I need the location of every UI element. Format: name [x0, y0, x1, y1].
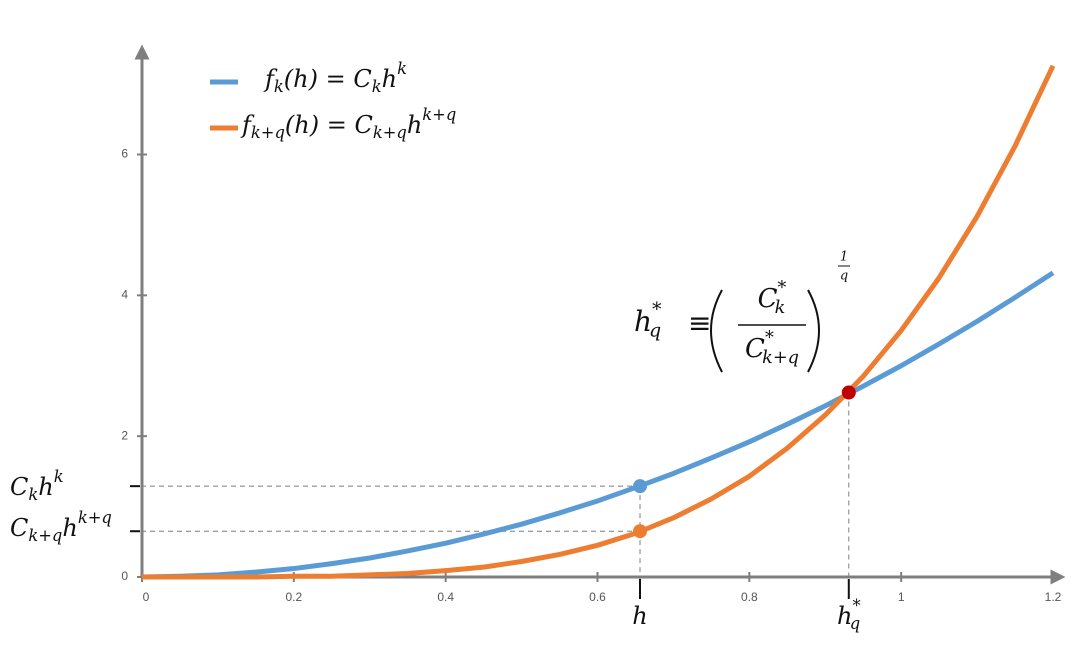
math-label: Ckhk	[10, 467, 64, 504]
math-text: C	[758, 284, 778, 314]
subscript: k+q	[28, 526, 62, 545]
x-tick-label: 1.2	[1045, 590, 1062, 604]
math-text: C	[10, 514, 28, 542]
formula-op: ≡	[688, 307, 711, 340]
exp-den: q	[840, 269, 848, 284]
superscript: k	[54, 467, 64, 486]
subscript: q	[649, 319, 661, 341]
superscript: *	[778, 278, 787, 298]
math-text: C	[745, 334, 765, 364]
subscript: k+q	[373, 123, 407, 142]
series-line	[142, 64, 1056, 580]
math-label: C* k	[758, 278, 787, 318]
y-tick-label: 2	[121, 428, 128, 442]
math-label: Ck+qhk+q	[10, 508, 112, 545]
x-tick-label: 0.2	[285, 590, 302, 604]
point-marker	[841, 385, 856, 400]
series-line	[141, 270, 1055, 580]
point-marker	[633, 479, 648, 494]
x-tick-label: 0.4	[437, 590, 454, 604]
subscript: k+q	[251, 123, 285, 142]
x-tick-label: 1	[898, 590, 905, 604]
subscript: k+q	[762, 348, 799, 368]
y-tick-label: 0	[121, 569, 128, 583]
math-text: C	[10, 473, 28, 501]
math-label: fk(h) = Ckhk	[263, 59, 407, 96]
superscript: k+q	[78, 508, 112, 527]
math-label: fk+q(h) = Ck+qhk+q	[240, 105, 456, 142]
subscript: k	[274, 77, 284, 96]
math-label: C* k+q	[745, 328, 799, 368]
exp-num: 1	[840, 250, 848, 265]
math-text: (h) =	[285, 111, 355, 139]
math-text: h	[634, 305, 652, 338]
x-tick-label: 0.8	[741, 590, 758, 604]
subscript: k	[775, 298, 786, 318]
superscript: *	[652, 298, 662, 320]
point-marker	[633, 524, 648, 539]
superscript: *	[765, 328, 774, 348]
math-text: h	[38, 473, 53, 501]
paren-right	[807, 289, 820, 373]
math-label: h* q	[837, 596, 861, 633]
math-text: h	[407, 111, 422, 139]
math-text: C	[353, 65, 371, 93]
x-tick-label: 0	[143, 590, 150, 604]
math-text: C	[354, 111, 372, 139]
subscript: k	[372, 77, 382, 96]
subscript: q	[850, 614, 860, 633]
math-text: (h) =	[284, 65, 354, 93]
math-text: h	[382, 65, 397, 93]
math-label: h* q	[634, 298, 662, 341]
superscript: *	[852, 596, 860, 615]
math-text: h	[62, 514, 77, 542]
y-tick-label: 4	[121, 288, 128, 302]
subscript: k	[28, 485, 38, 504]
superscript: k	[397, 59, 407, 78]
y-tick-label: 6	[121, 147, 128, 161]
math-text: h	[632, 602, 647, 630]
superscript: k+q	[422, 105, 456, 124]
math-text: h	[837, 602, 852, 630]
paren-left	[710, 289, 723, 373]
math-label: h	[632, 602, 647, 630]
x-tick-label: 0.6	[589, 590, 606, 604]
